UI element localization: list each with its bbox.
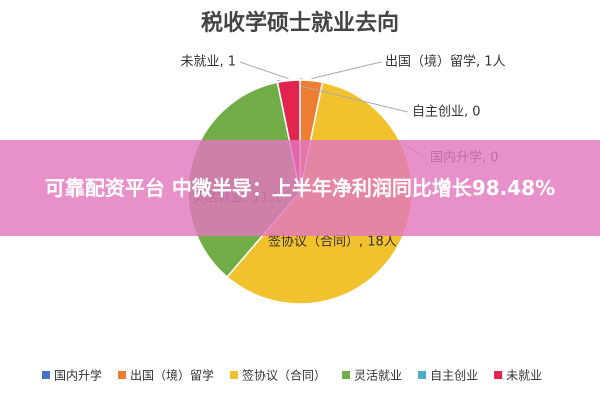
legend-swatch bbox=[230, 371, 239, 379]
legend-swatch bbox=[118, 371, 127, 379]
data-label: 签协议（合同）, 18人 bbox=[268, 234, 397, 250]
leader-line bbox=[311, 61, 382, 80]
banner-text[interactable]: 可靠配资平台 中微半导：上半年净利润同比增长98.48% bbox=[44, 176, 556, 200]
chart-title: 税收学硕士就业去向 bbox=[201, 10, 399, 36]
legend-label: 国内升学 bbox=[54, 368, 102, 383]
leader-line bbox=[239, 61, 289, 80]
legend-swatch bbox=[418, 371, 427, 379]
legend-label: 签协议（合同） bbox=[242, 368, 326, 383]
legend-label: 未就业 bbox=[506, 369, 542, 383]
data-label: 自主创业, 0 bbox=[412, 105, 481, 120]
ad-banner[interactable]: 可靠配资平台 中微半导：上半年净利润同比增长98.48% bbox=[0, 140, 600, 236]
legend-label: 灵活就业 bbox=[354, 369, 402, 383]
data-label: 出国（境）留学, 1人 bbox=[385, 54, 506, 70]
data-label: 未就业, 1 bbox=[180, 55, 236, 70]
legend-swatch bbox=[494, 371, 503, 379]
legend-label: 自主创业 bbox=[430, 369, 478, 383]
legend-swatch bbox=[342, 371, 351, 379]
legend-swatch bbox=[42, 371, 50, 379]
legend-label: 出国（境）留学 bbox=[130, 368, 214, 383]
